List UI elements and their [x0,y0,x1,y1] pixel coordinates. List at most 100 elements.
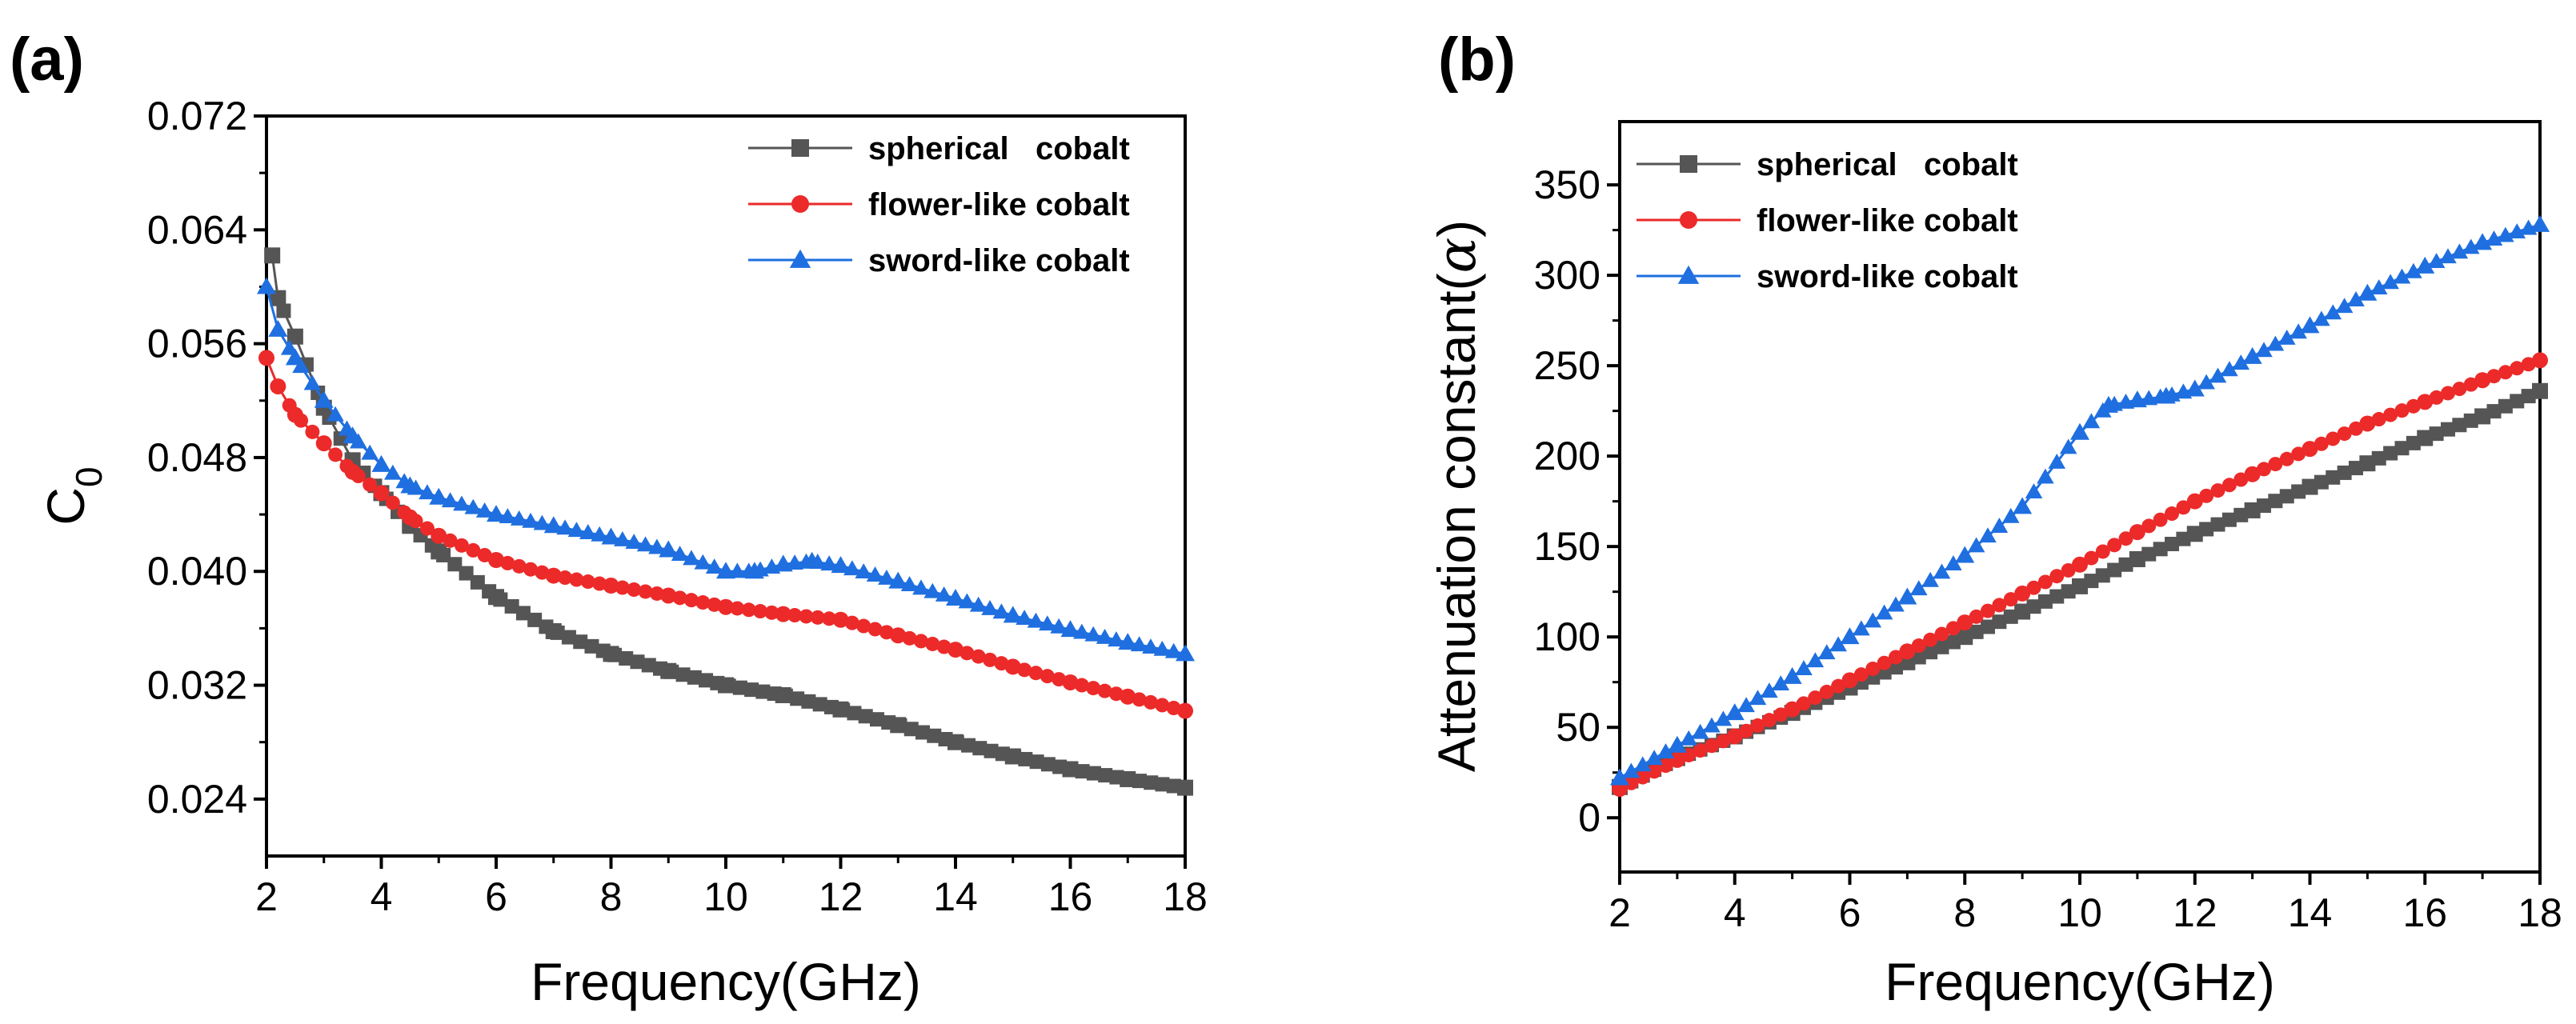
sample-marker [550,625,565,640]
sample-marker [1737,697,1755,713]
sample-marker [1178,780,1192,795]
sample-marker [995,746,1010,762]
sample-marker [603,578,619,594]
sample-marker [844,615,859,630]
sample-marker [1808,690,1823,706]
sample-marker [1841,628,1859,644]
sample-marker [316,436,331,451]
sample-marker [259,350,274,366]
sample-marker [515,606,531,621]
sample-marker [1073,623,1091,639]
legend-marker [789,249,811,268]
sample-marker [879,625,894,640]
sample-marker [1075,764,1090,779]
sample-marker [2107,562,2122,578]
panel-label-b: (b) [1438,26,1516,94]
y-axis-title-close-b: ) [1427,220,1486,238]
sample-marker [511,558,527,574]
sample-marker [878,569,895,585]
sample-marker [282,398,297,413]
sample-marker [2335,298,2354,314]
ticks-b [1607,183,2542,885]
sample-marker [810,610,825,625]
sample-marker [699,673,714,688]
legend-marker [791,139,809,157]
sample-marker [900,576,919,592]
sample-marker [2291,446,2306,462]
sample-marker [2439,248,2457,264]
sample-marker [431,528,447,543]
x-tick-label: 12 [2173,890,2217,935]
sample-marker [305,424,320,439]
sample-marker [1004,606,1022,622]
y-tick-label: 0.032 [147,663,247,708]
sample-marker [1050,618,1068,634]
sample-marker [1739,723,1754,738]
sample-marker [2118,557,2133,572]
sample-marker [591,526,608,542]
sample-marker [2197,374,2215,390]
sample-marker [2533,353,2547,368]
legend-label: sword-like cobalt [868,243,1130,278]
sample-marker [892,718,907,734]
y-tick-label: 100 [1534,614,1600,659]
sample-marker [2048,454,2066,469]
sample-marker [419,521,435,536]
y-tick-label: 300 [1534,253,1600,298]
sample-marker [2382,274,2399,290]
sample-marker [1945,555,1962,570]
sample-marker [710,675,725,690]
sample-marker [1108,686,1124,702]
sample-marker [958,593,976,609]
sample-marker [2233,507,2249,522]
sample-marker [936,639,951,654]
sample-marker [1017,662,1032,678]
y-tick-label: 0.024 [147,777,247,822]
x-tick-label: 6 [1839,890,1861,935]
sample-marker [1108,631,1125,647]
sample-marker [2371,412,2386,427]
sample-marker [2141,518,2157,534]
sample-marker [2279,489,2294,504]
sample-marker [470,574,485,590]
sample-marker [2279,451,2294,466]
sample-marker [441,492,459,508]
sample-marker [523,562,539,577]
sample-marker [294,413,309,428]
sample-marker [1911,650,1926,665]
sample-marker [1761,713,1777,728]
sample-marker [619,650,634,666]
x-tick-labels-b: 2 4 6 8 10 12 14 16 18 [1608,890,2562,935]
series-layer-a [257,247,1195,796]
y-axis-title-a: C0 [36,466,110,525]
sample-marker [1817,644,1836,660]
sample-marker [1797,696,1811,711]
sample-marker [831,557,850,573]
sample-marker [1084,626,1102,642]
sample-marker [767,686,782,702]
y-tick-label: 350 [1534,162,1600,207]
sample-marker [2370,279,2388,295]
sample-marker [2324,304,2342,320]
sample-marker [1990,518,2009,533]
sample-marker [2486,404,2502,419]
x-axis-title-a: Frequency(GHz) [531,952,921,1011]
sample-marker [1164,642,1183,658]
sample-marker [1155,698,1170,713]
sample-marker [683,550,700,566]
sample-marker [812,697,827,712]
sample-marker [2383,407,2398,422]
sample-marker [363,477,378,492]
sample-marker [1166,778,1181,794]
sample-marker [504,598,519,614]
sample-marker [775,606,791,622]
y-tick-label: 0.072 [147,94,247,138]
sample-marker [683,593,699,608]
sample-marker [2475,409,2490,424]
sample-marker [1956,546,1974,562]
y-axis-title-b: Attenuation constant(α) [1426,220,1488,772]
sample-marker [2510,361,2525,376]
sample-marker [2429,426,2444,442]
sample-marker [2187,526,2202,542]
sample-marker [544,517,563,533]
